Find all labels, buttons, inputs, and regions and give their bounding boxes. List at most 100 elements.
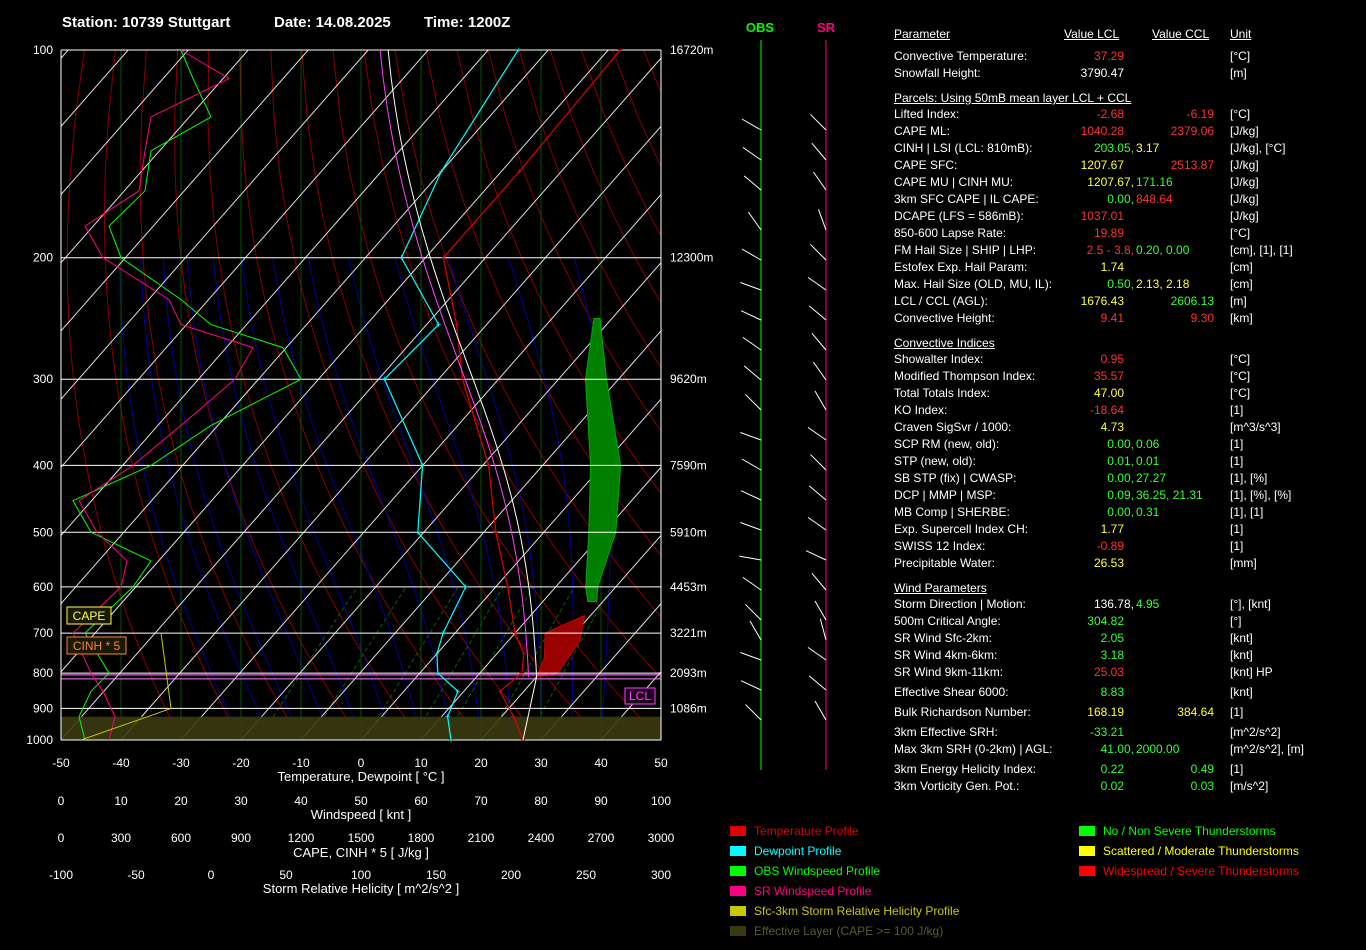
- isotherm: [0, 50, 8, 740]
- param-v2: 27.27: [1136, 471, 1167, 485]
- height-label: 1086m: [670, 701, 707, 715]
- parameter-row: CAPE MU | CINH MU: 1207.67, 171.16 [J/kg]: [894, 174, 1364, 191]
- sr-wind-barb: [808, 305, 827, 321]
- cape-tick: 900: [231, 831, 251, 845]
- temperature-profile: [442, 49, 621, 741]
- param-v1: 1.77: [1100, 522, 1124, 536]
- param-v2: 0.01: [1136, 454, 1160, 468]
- lcl-label: LCL: [629, 689, 651, 703]
- obs-wind-barb: [740, 490, 762, 501]
- obs-wind-barb: [740, 522, 762, 531]
- dry-adiabat: [518, 50, 661, 369]
- cape-tick: 300: [111, 831, 131, 845]
- pressure-tick-label: 900: [33, 701, 53, 715]
- header-value-ccl: Value CCL: [1152, 27, 1210, 41]
- param-u: [J/kg]: [1230, 209, 1259, 223]
- cape-tick: 3000: [648, 831, 675, 845]
- param-v1: 1040.28: [1080, 124, 1124, 138]
- parameter-row: Max 3km SRH (0-2km) | AGL: 41.00, 2000.00 […: [894, 741, 1364, 758]
- param-l: DCAPE (LFS = 586mB):: [894, 209, 1024, 223]
- param-v1: 0.95: [1100, 352, 1124, 366]
- legend-item: Widespread / Severe Thunderstorms: [1079, 861, 1299, 881]
- dry-adiabat: [580, 50, 661, 237]
- param-u: [J/kg]: [1230, 175, 1259, 189]
- param-u: [1]: [1230, 522, 1244, 536]
- pressure-tick-label: 300: [33, 372, 53, 386]
- legend-label: Effective Layer (CAPE >= 100 J/kg): [754, 924, 944, 938]
- sr-wind-barb: [807, 516, 827, 531]
- parameter-row: SR Wind Sfc-2km: 2.05 [knt]: [894, 630, 1364, 647]
- param-v2: 0.31: [1136, 505, 1160, 519]
- obs-wind-barb: [741, 118, 762, 131]
- param-v1: 25.03: [1093, 665, 1124, 679]
- temperature-tick: 20: [474, 756, 488, 770]
- dewpoint-point: +: [420, 460, 425, 470]
- param-v2: 2000.00: [1136, 742, 1180, 756]
- temperature-tick: 50: [654, 756, 668, 770]
- dewpoint-point: +: [436, 320, 441, 330]
- windspeed-tick: 40: [294, 794, 308, 808]
- param-v1: 41.00,: [1100, 742, 1134, 756]
- param-v1: 1676.43: [1080, 294, 1124, 308]
- temperature-tick: -50: [52, 756, 70, 770]
- legend-item: No / Non Severe Thunderstorms: [1079, 821, 1299, 841]
- parameter-row: Total Totals Index: 47.00 [°C]: [894, 385, 1364, 402]
- temperature-point: +: [511, 712, 516, 722]
- sr-wind-barb: [812, 171, 827, 191]
- dewpoint-point: +: [434, 649, 439, 659]
- helicity-tick: 100: [351, 868, 371, 882]
- windspeed-tick: 30: [234, 794, 248, 808]
- parameter-row: MB Comp | SHERBE: 0.00, 0.31 [1], [1]: [894, 504, 1364, 521]
- windspeed-axis-label: Windspeed [ knt ]: [311, 807, 411, 822]
- parameter-row: Lifted Index: -2.68 -6.19 [°C]: [894, 106, 1364, 123]
- param-l: KO Index:: [894, 403, 948, 417]
- parameter-row: LCL / CCL (AGL): 1676.43 2606.13 [m]: [894, 293, 1364, 310]
- lcl-box: [624, 687, 656, 705]
- helicity-tick: 0: [208, 868, 215, 882]
- cinh-label: CINH * 5: [73, 639, 121, 653]
- obs-wind-barb: [749, 620, 762, 641]
- param-l: SR Wind Sfc-2km:: [894, 631, 993, 645]
- sr-column-title: SR: [817, 20, 836, 35]
- parameter-row: DCP | MMP | MSP: 0.09, 36.25, 21.31 [1], [%…: [894, 487, 1364, 504]
- param-l: CINH | LSI (LCL: 810mB):: [894, 141, 1033, 155]
- param-v2: 0.20, 0.00: [1136, 243, 1190, 257]
- helicity-tick: 300: [651, 868, 671, 882]
- dry-adiabat: [66, 50, 182, 740]
- param-u: [m]: [1230, 66, 1247, 80]
- param-v1: 26.53: [1093, 556, 1124, 570]
- param-l: 500m Critical Angle:: [894, 614, 1001, 628]
- param-u: [mm]: [1230, 556, 1257, 570]
- dry-adiabat: [332, 50, 661, 740]
- moist-adiabat: [447, 257, 542, 740]
- param-l: Craven SigSvr / 1000:: [894, 420, 1012, 434]
- param-v1: 304.82: [1087, 614, 1124, 628]
- temperature-tick: -10: [292, 756, 310, 770]
- helicity-tick: 150: [426, 868, 446, 882]
- temperature-tick: 10: [414, 756, 428, 770]
- cape-tick: 1800: [408, 831, 435, 845]
- parameter-row: Estofex Exp. Hail Param: 1.74 [cm]: [894, 259, 1364, 276]
- dry-adiabat: [174, 50, 362, 740]
- temperature-point: +: [454, 320, 459, 330]
- helicity-tick: -100: [49, 868, 73, 882]
- sr-wind-barb: [810, 244, 827, 261]
- isotherm: [120, 125, 661, 740]
- param-v2: 2513.87: [1170, 158, 1214, 172]
- param-v1: 35.57: [1093, 369, 1124, 383]
- param-v2: 0.49: [1190, 762, 1214, 776]
- param-u: [J/kg]: [1230, 124, 1259, 138]
- legend-label: Dewpoint Profile: [754, 844, 842, 858]
- cape-tick: 0: [58, 831, 65, 845]
- temperature-axis-label: Temperature, Dewpoint [ °C ]: [277, 769, 444, 784]
- param-u: [knt]: [1230, 631, 1253, 645]
- parameter-row: Storm Direction | Motion: 136.78, 4.95 [°],…: [894, 596, 1364, 613]
- param-v1: 0.00,: [1107, 437, 1134, 451]
- cinh-box: [66, 636, 127, 655]
- time-title: Time: 1200Z: [424, 14, 511, 31]
- dry-adiabat: [103, 50, 242, 740]
- parameter-row: Max. Hail Size (OLD, MU, IL): 0.50, 2.13, …: [894, 276, 1364, 293]
- parameter-row: Craven SigSvr / 1000: 4.73 [m^3/s^3]: [894, 419, 1364, 436]
- height-label: 2093m: [670, 666, 707, 680]
- parameter-row: CAPE ML: 1040.28 2379.06 [J/kg]: [894, 123, 1364, 140]
